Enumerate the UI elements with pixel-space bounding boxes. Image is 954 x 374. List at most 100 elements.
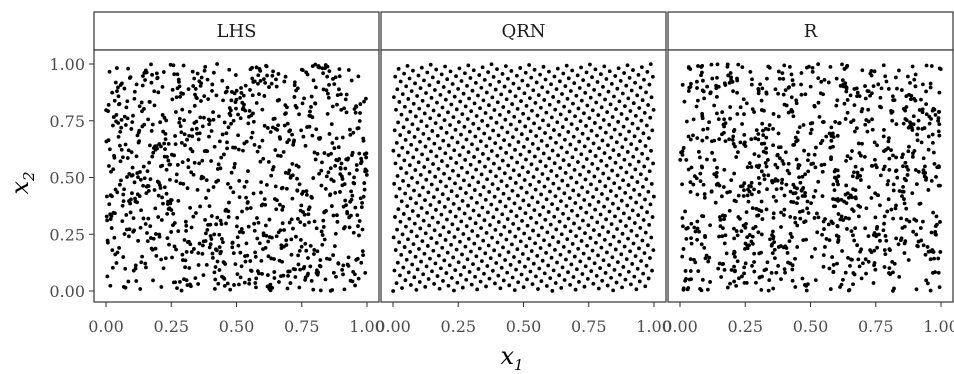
data-point xyxy=(912,148,917,153)
data-point xyxy=(264,182,269,187)
data-point xyxy=(550,235,555,240)
data-point xyxy=(235,235,240,240)
data-point xyxy=(597,146,601,151)
data-point xyxy=(886,197,891,202)
data-point xyxy=(146,216,151,221)
data-point xyxy=(588,149,593,154)
data-point xyxy=(915,138,920,143)
data-point xyxy=(408,196,413,201)
data-point xyxy=(532,121,536,126)
data-point xyxy=(476,267,481,271)
data-point xyxy=(591,141,596,146)
data-point xyxy=(407,130,411,134)
data-point xyxy=(220,132,225,137)
data-point xyxy=(538,246,543,250)
data-point xyxy=(429,182,434,187)
data-point xyxy=(616,206,621,211)
data-point xyxy=(541,205,546,210)
data-point xyxy=(608,102,613,107)
data-point xyxy=(838,217,843,222)
data-point xyxy=(480,65,485,70)
data-point xyxy=(319,229,324,234)
data-point xyxy=(752,152,757,156)
data-point xyxy=(290,173,295,178)
data-point xyxy=(219,155,224,160)
data-point xyxy=(520,252,525,256)
data-point xyxy=(225,146,230,151)
data-point xyxy=(864,271,868,276)
data-point xyxy=(527,149,532,154)
data-point xyxy=(246,224,251,229)
data-point xyxy=(729,268,734,272)
data-point xyxy=(891,216,896,221)
data-point xyxy=(449,189,454,194)
data-point xyxy=(793,256,797,261)
data-point xyxy=(737,276,741,281)
data-point xyxy=(725,190,730,195)
data-point xyxy=(636,126,640,131)
data-point xyxy=(545,230,550,235)
data-point xyxy=(299,203,304,208)
data-point xyxy=(894,155,898,160)
data-point xyxy=(487,190,492,194)
data-point xyxy=(436,220,440,225)
data-point xyxy=(128,210,133,215)
data-point xyxy=(410,175,414,180)
data-point xyxy=(349,78,354,83)
data-point xyxy=(280,185,285,190)
data-point xyxy=(346,156,351,161)
data-point xyxy=(160,163,165,168)
data-point xyxy=(840,78,845,83)
data-point xyxy=(151,278,155,283)
data-point xyxy=(641,218,646,222)
data-point xyxy=(404,171,409,175)
data-point xyxy=(576,160,580,164)
data-point xyxy=(202,115,206,120)
data-point xyxy=(463,158,468,162)
data-point xyxy=(517,119,522,124)
data-point xyxy=(634,147,639,151)
data-point xyxy=(459,165,464,170)
data-point xyxy=(424,177,429,182)
data-point xyxy=(417,106,422,111)
data-point xyxy=(256,81,260,86)
data-point xyxy=(188,205,193,210)
data-point xyxy=(211,70,216,75)
data-point xyxy=(242,102,246,107)
data-point xyxy=(758,82,763,87)
data-point xyxy=(573,287,578,292)
data-point xyxy=(241,106,246,110)
data-point xyxy=(129,197,133,202)
data-point xyxy=(790,267,795,272)
data-point xyxy=(130,191,134,196)
data-point xyxy=(740,274,744,279)
data-point xyxy=(495,100,500,105)
data-point xyxy=(364,151,369,156)
data-point xyxy=(893,75,898,80)
data-point xyxy=(640,151,645,156)
data-point xyxy=(820,194,825,199)
data-point xyxy=(193,87,198,91)
data-point xyxy=(242,280,247,285)
data-point xyxy=(836,212,841,216)
data-point xyxy=(170,97,175,102)
data-point xyxy=(404,84,409,89)
data-point xyxy=(201,273,206,278)
data-point xyxy=(756,176,761,180)
data-point xyxy=(486,70,491,74)
data-point xyxy=(321,225,326,229)
data-point xyxy=(779,210,783,215)
data-point xyxy=(292,95,297,99)
data-point xyxy=(900,189,905,194)
data-point xyxy=(803,172,808,177)
data-point xyxy=(645,210,649,215)
data-point xyxy=(827,131,832,136)
data-point xyxy=(636,213,641,218)
data-point xyxy=(773,256,777,261)
data-point xyxy=(406,237,410,242)
data-point xyxy=(398,219,403,224)
data-point xyxy=(805,206,809,211)
data-point xyxy=(926,147,931,152)
data-point xyxy=(587,202,592,207)
data-point xyxy=(820,232,824,237)
